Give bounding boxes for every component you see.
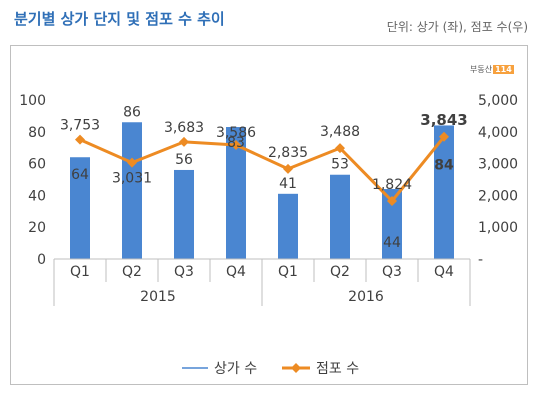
bar-data-label: 56	[175, 152, 193, 168]
brand-logo-text: 부동산	[470, 65, 493, 74]
brand-logo: 부동산 114	[470, 64, 514, 75]
y-right-tick-label: 3,000	[478, 157, 518, 173]
line-marker	[231, 139, 241, 150]
bar-store-count	[122, 122, 142, 259]
bar-data-label: 53	[331, 157, 349, 173]
y-left-tick-label: 80	[28, 125, 46, 141]
bar-data-label: 41	[279, 176, 297, 192]
y-left-tick-label: 60	[28, 157, 46, 173]
bar-store-count	[330, 174, 350, 259]
legend-store-label: 상가 수	[214, 361, 257, 377]
bar-data-label: 64	[71, 167, 89, 183]
y-right-tick-label: 2,000	[478, 188, 518, 204]
line-data-label: 3,683	[164, 120, 204, 136]
x-category-label: Q2	[330, 264, 350, 280]
y-left-tick-label: 40	[28, 188, 46, 204]
legend-shop-label: 점포 수	[316, 361, 359, 377]
bar-store-count	[382, 189, 402, 259]
bar-store-count	[70, 157, 90, 259]
y-left-tick-label: 0	[37, 252, 46, 268]
x-category-label: Q4	[434, 264, 454, 280]
line-marker	[179, 136, 189, 147]
x-category-label: Q4	[226, 264, 246, 280]
legend-shop-marker	[291, 363, 301, 373]
bar-store-count	[226, 127, 246, 259]
x-group-label: 2015	[140, 289, 176, 305]
x-group-label: 2016	[348, 289, 384, 305]
line-marker	[387, 195, 397, 206]
bar-store-count	[174, 169, 194, 259]
y-left-tick-label: 100	[19, 93, 46, 109]
x-category-label: Q3	[174, 264, 194, 280]
line-data-label: 3,753	[60, 118, 100, 134]
x-category-label: Q1	[278, 264, 298, 280]
y-right-tick-label: 1,000	[478, 220, 518, 236]
line-marker	[127, 157, 137, 168]
y-right-tick-label: 5,000	[478, 93, 518, 109]
line-marker	[335, 143, 345, 154]
unit-label: 단위: 상가 (좌), 점포 수(우)	[386, 20, 528, 34]
y-right-tick-label: 4,000	[478, 125, 518, 141]
brand-logo-number: 114	[493, 65, 514, 74]
line-data-label: 1,824	[372, 177, 412, 193]
bar-data-label: 84	[434, 157, 454, 173]
y-right-tick-label: -	[478, 252, 483, 268]
x-category-label: Q3	[382, 264, 402, 280]
x-category-label: Q2	[122, 264, 142, 280]
bar-store-count	[278, 193, 298, 259]
bar-data-label: 83	[227, 135, 245, 151]
chart-title: 분기별 상가 단지 및 점포 수 추이	[14, 10, 225, 28]
bar-data-label: 44	[383, 235, 401, 251]
line-data-label: 3,586	[216, 125, 256, 141]
line-marker	[439, 131, 449, 142]
line-marker	[75, 134, 85, 145]
line-data-label: 3,031	[112, 171, 152, 187]
line-data-label: 2,835	[268, 145, 308, 161]
y-left-tick-label: 20	[28, 220, 46, 236]
bar-data-label: 86	[123, 104, 141, 120]
x-category-label: Q1	[70, 264, 90, 280]
bar-store-count	[434, 125, 454, 259]
line-shop-count	[79, 135, 446, 203]
line-data-label: 3,843	[420, 111, 467, 129]
line-data-label: 3,488	[320, 124, 360, 140]
line-marker	[283, 163, 293, 174]
chart-frame	[10, 45, 528, 385]
